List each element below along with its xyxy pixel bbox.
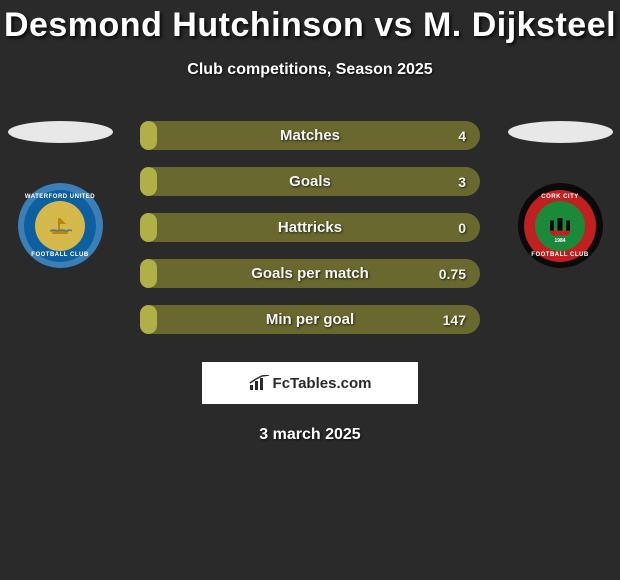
subtitle: Club competitions, Season 2025 [0,61,620,79]
right-badge-text-top: CORK CITY [524,194,596,200]
left-badge-text-top: WATERFORD UNITED [24,194,96,200]
stat-label: Min per goal [140,311,480,328]
stat-value: 147 [443,312,466,328]
right-column: CORK CITY FOOTBALL CLUB 1984 [500,121,620,268]
page-title: Desmond Hutchinson vs M. Dijksteel [0,6,620,45]
attribution-text: FcTables.com [273,375,372,392]
chart-icon [249,375,271,391]
right-badge-year: 1984 [554,238,565,244]
left-platform [8,121,113,143]
stat-label: Goals [140,173,480,190]
right-club-badge: CORK CITY FOOTBALL CLUB 1984 [518,183,603,268]
left-badge-text-bottom: FOOTBALL CLUB [24,252,96,258]
stat-value: 0.75 [439,266,466,282]
stat-label: Goals per match [140,265,480,282]
stat-label: Hattricks [140,219,480,236]
stats-column: Matches4Goals3Hattricks0Goals per match0… [120,121,500,334]
stat-value: 0 [458,220,466,236]
stat-value: 4 [458,128,466,144]
date-text: 3 march 2025 [0,426,620,444]
stat-bar: Min per goal147 [140,305,480,334]
stat-label: Matches [140,127,480,144]
infographic-container: Desmond Hutchinson vs M. Dijksteel Club … [0,0,620,444]
ship-icon [48,216,72,236]
stat-bar: Goals per match0.75 [140,259,480,288]
left-column: WATERFORD UNITED FOOTBALL CLUB [0,121,120,268]
attribution-box: FcTables.com [202,362,418,404]
right-platform [508,121,613,143]
right-badge-text-bottom: FOOTBALL CLUB [524,252,596,258]
main-row: WATERFORD UNITED FOOTBALL CLUB Matches4 G… [0,121,620,334]
left-club-badge: WATERFORD UNITED FOOTBALL CLUB [18,183,103,268]
stat-bar: Matches4 [140,121,480,150]
stat-value: 3 [458,174,466,190]
castle-ship-icon [545,208,575,238]
stat-bar: Hattricks0 [140,213,480,242]
stat-bar: Goals3 [140,167,480,196]
